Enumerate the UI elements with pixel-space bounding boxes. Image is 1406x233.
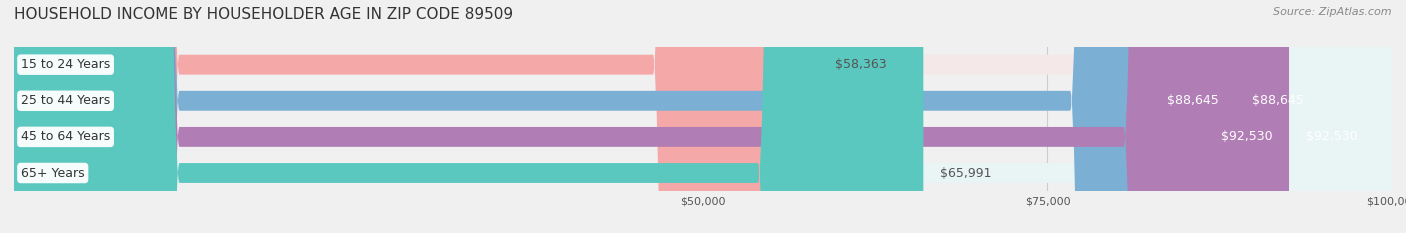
FancyBboxPatch shape (14, 0, 1392, 233)
FancyBboxPatch shape (14, 0, 1392, 233)
Text: $65,991: $65,991 (939, 167, 991, 179)
Text: $92,530: $92,530 (1220, 130, 1272, 143)
FancyBboxPatch shape (14, 0, 1392, 233)
Text: 25 to 44 Years: 25 to 44 Years (21, 94, 110, 107)
FancyBboxPatch shape (14, 0, 818, 233)
Text: 65+ Years: 65+ Years (21, 167, 84, 179)
Text: $92,530: $92,530 (1306, 130, 1357, 143)
FancyBboxPatch shape (14, 0, 1236, 233)
Text: 45 to 64 Years: 45 to 64 Years (21, 130, 110, 143)
FancyBboxPatch shape (14, 0, 1289, 233)
Text: $58,363: $58,363 (835, 58, 886, 71)
Text: $88,645: $88,645 (1251, 94, 1303, 107)
FancyBboxPatch shape (14, 0, 924, 233)
Text: HOUSEHOLD INCOME BY HOUSEHOLDER AGE IN ZIP CODE 89509: HOUSEHOLD INCOME BY HOUSEHOLDER AGE IN Z… (14, 7, 513, 22)
Text: $88,645: $88,645 (1167, 94, 1219, 107)
Text: 15 to 24 Years: 15 to 24 Years (21, 58, 110, 71)
FancyBboxPatch shape (14, 0, 1392, 233)
Text: Source: ZipAtlas.com: Source: ZipAtlas.com (1274, 7, 1392, 17)
